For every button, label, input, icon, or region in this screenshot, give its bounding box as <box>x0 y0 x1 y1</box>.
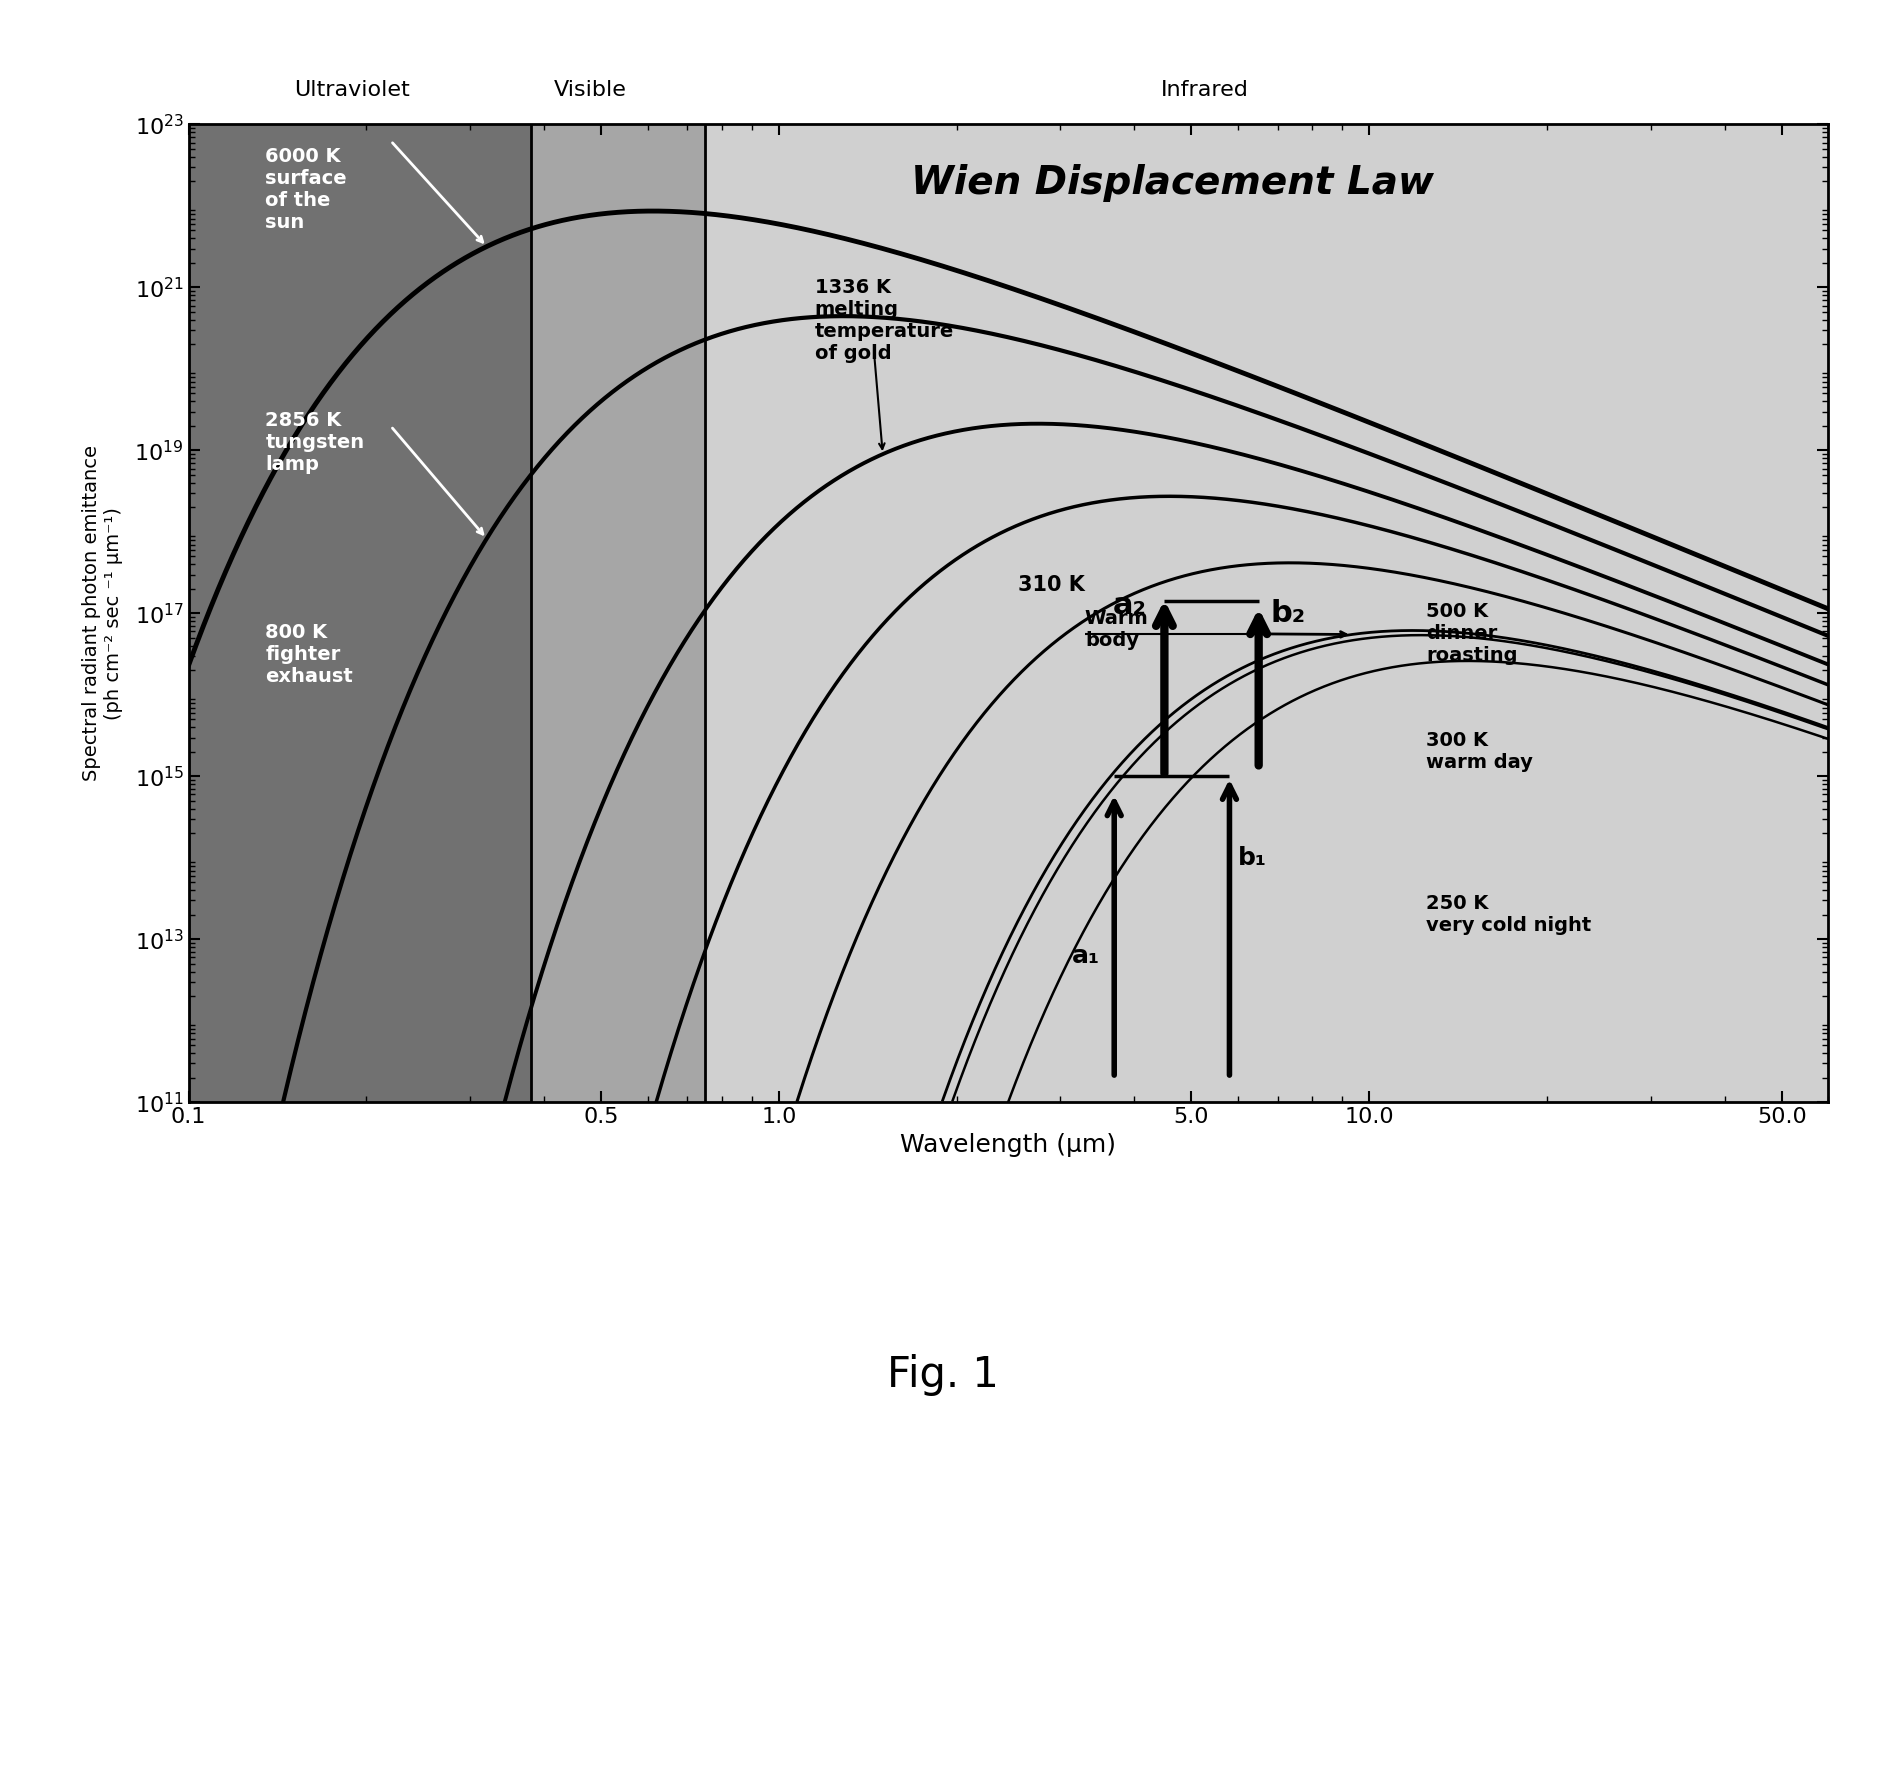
Text: 800 K
fighter
exhaust: 800 K fighter exhaust <box>266 622 352 686</box>
Text: Visible: Visible <box>554 80 626 100</box>
Text: a₁: a₁ <box>1073 944 1101 967</box>
Text: a₂: a₂ <box>1112 590 1146 621</box>
Text: 250 K
very cold night: 250 K very cold night <box>1427 894 1591 935</box>
Text: Warm
body: Warm body <box>1086 610 1148 651</box>
Text: Fig. 1: Fig. 1 <box>886 1353 999 1396</box>
Bar <box>188 124 532 1102</box>
Text: 1336 K
melting
temperature
of gold: 1336 K melting temperature of gold <box>814 277 954 363</box>
Text: b₂: b₂ <box>1270 599 1304 628</box>
Text: 500 K
dinner
roasting: 500 K dinner roasting <box>1427 603 1517 665</box>
Text: Wien Displacement Law: Wien Displacement Law <box>910 164 1434 201</box>
X-axis label: Wavelength (μm): Wavelength (μm) <box>901 1133 1116 1157</box>
Text: 300 K
warm day: 300 K warm day <box>1427 731 1533 772</box>
Y-axis label: Spectral radiant photon emittance
(ph cm⁻² sec ⁻¹ μm⁻¹): Spectral radiant photon emittance (ph cm… <box>83 446 123 781</box>
Text: Infrared: Infrared <box>1161 80 1250 100</box>
Text: b₁: b₁ <box>1238 846 1267 869</box>
Text: 6000 K
surface
of the
sun: 6000 K surface of the sun <box>266 148 347 233</box>
Text: 2856 K
tungsten
lamp: 2856 K tungsten lamp <box>266 411 364 473</box>
Bar <box>532 124 705 1102</box>
Text: 310 K: 310 K <box>1018 574 1086 596</box>
Text: Ultraviolet: Ultraviolet <box>294 80 411 100</box>
